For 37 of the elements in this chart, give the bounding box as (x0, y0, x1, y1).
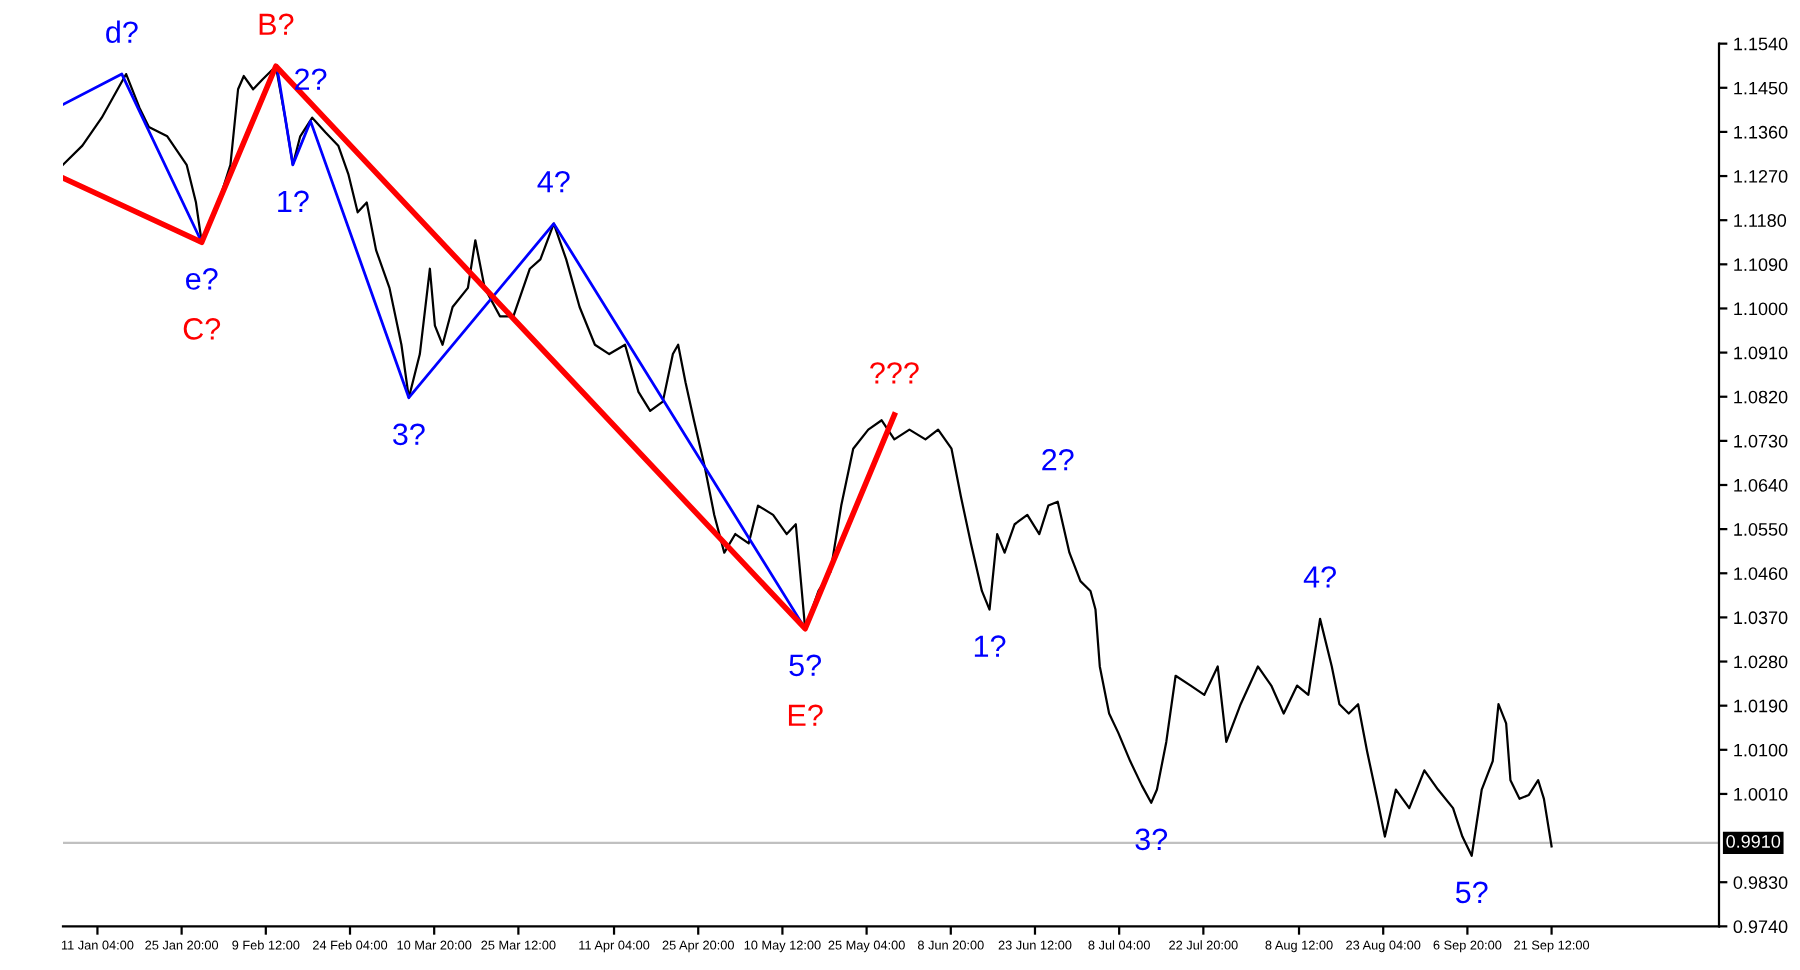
annotation: 5? (789, 654, 821, 677)
y-tick-label: 1.1540 (1734, 37, 1788, 51)
y-tick-label: 1.0730 (1734, 434, 1788, 448)
annotation: 3? (393, 423, 425, 446)
annotation: 2? (295, 68, 327, 90)
y-tick-label: 1.0820 (1734, 390, 1788, 404)
y-tick-label: 1.0370 (1734, 611, 1788, 625)
ref-line-label: 0.9910 (1726, 835, 1781, 848)
y-tick-label: 1.1360 (1734, 125, 1788, 139)
annotation: 1? (974, 635, 1006, 657)
y-tick-label: 1.0010 (1734, 787, 1788, 801)
y-tick-label: 1.0550 (1734, 523, 1788, 536)
annotation: 1? (278, 190, 309, 212)
annotation: e? (186, 268, 218, 290)
y-tick-label: 1.0280 (1734, 655, 1788, 669)
y-tick-label: 1.1270 (1734, 169, 1788, 183)
annotation: 2? (1042, 449, 1074, 471)
y-tick-label: 1.0640 (1734, 478, 1788, 492)
annotation: 4? (1303, 566, 1336, 588)
y-tick-label: 0.9740 (1733, 920, 1788, 934)
annotation: 3? (1135, 828, 1168, 851)
y-tick-label: 1.1090 (1734, 258, 1788, 272)
y-tick-label: 1.1000 (1734, 302, 1788, 316)
annotation: ??? (870, 362, 919, 384)
annotation: B? (259, 13, 294, 35)
y-tick-label: 1.1180 (1734, 214, 1787, 227)
y-tick-label: 0.9830 (1733, 876, 1788, 889)
y-tick-label: 1.0100 (1734, 743, 1788, 757)
annotation: d? (106, 20, 138, 44)
annotation: 5? (1455, 881, 1488, 904)
annotation: 4? (537, 170, 570, 193)
y-tick-label: 1.0910 (1734, 346, 1788, 360)
annotation: E? (788, 704, 823, 726)
y-tick-label: 1.1450 (1734, 81, 1788, 95)
annotation: C? (183, 318, 221, 340)
y-tick-label: 1.0190 (1734, 699, 1788, 713)
y-tick-label: 1.0460 (1734, 567, 1788, 580)
